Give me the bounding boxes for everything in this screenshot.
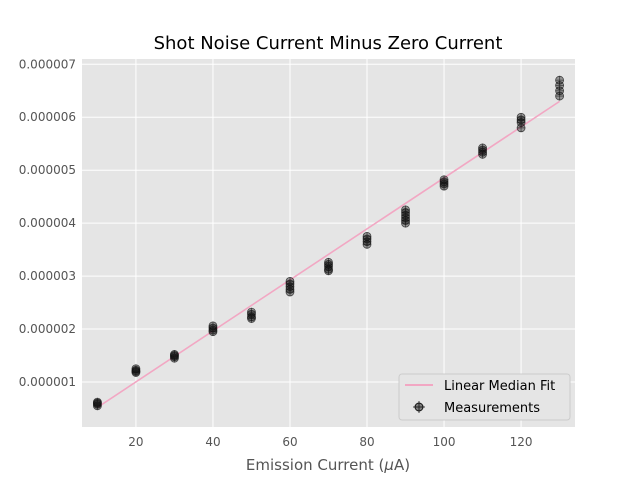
legend-fit-label: Linear Median Fit (444, 379, 555, 394)
measurement-point (362, 231, 372, 241)
measurement-point (324, 257, 333, 267)
y-tick-label: 0.000006 (19, 110, 76, 124)
chart-title: Shot Noise Current Minus Zero Current (154, 33, 503, 54)
measurement-point (478, 143, 487, 153)
x-tick-label: 20 (128, 435, 143, 449)
y-tick-label: 0.000003 (19, 269, 76, 283)
legend-box (398, 373, 571, 421)
measurement-point (247, 307, 256, 317)
y-tick-label: 0.000001 (19, 375, 76, 389)
measurement-point (401, 205, 410, 215)
plot-background (82, 59, 575, 427)
measurement-point (516, 112, 526, 122)
measurement-point (93, 397, 102, 407)
legend: Linear Median Fit Measurements (398, 373, 571, 421)
measurement-point (131, 364, 141, 374)
x-tick-label: 100 (433, 435, 456, 449)
y-tick-label: 0.000004 (19, 216, 76, 230)
y-tick-label: 0.000005 (19, 163, 76, 177)
measurement-point (170, 350, 179, 359)
y-tick-label: 0.000007 (19, 57, 76, 71)
y-tick-labels: 0.000001 0.000002 0.000003 0.000004 0.000005… (19, 57, 76, 389)
legend-measurements-label: Measurements (444, 401, 540, 416)
x-tick-labels: 20 40 60 80 100 120 (128, 435, 532, 449)
x-tick-label: 40 (205, 435, 220, 449)
measurement-point (208, 321, 218, 331)
measurement-point (439, 175, 449, 185)
measurement-point (285, 276, 295, 286)
y-tick-label: 0.000002 (19, 322, 76, 336)
x-tick-label: 60 (282, 435, 297, 449)
x-tick-label: 120 (510, 435, 533, 449)
x-axis-label: Emission Current (μA) (246, 456, 410, 474)
legend-measurements-swatch (413, 401, 425, 413)
measurement-point (555, 75, 564, 85)
x-tick-label: 80 (359, 435, 374, 449)
measurement-points-group (93, 75, 564, 411)
